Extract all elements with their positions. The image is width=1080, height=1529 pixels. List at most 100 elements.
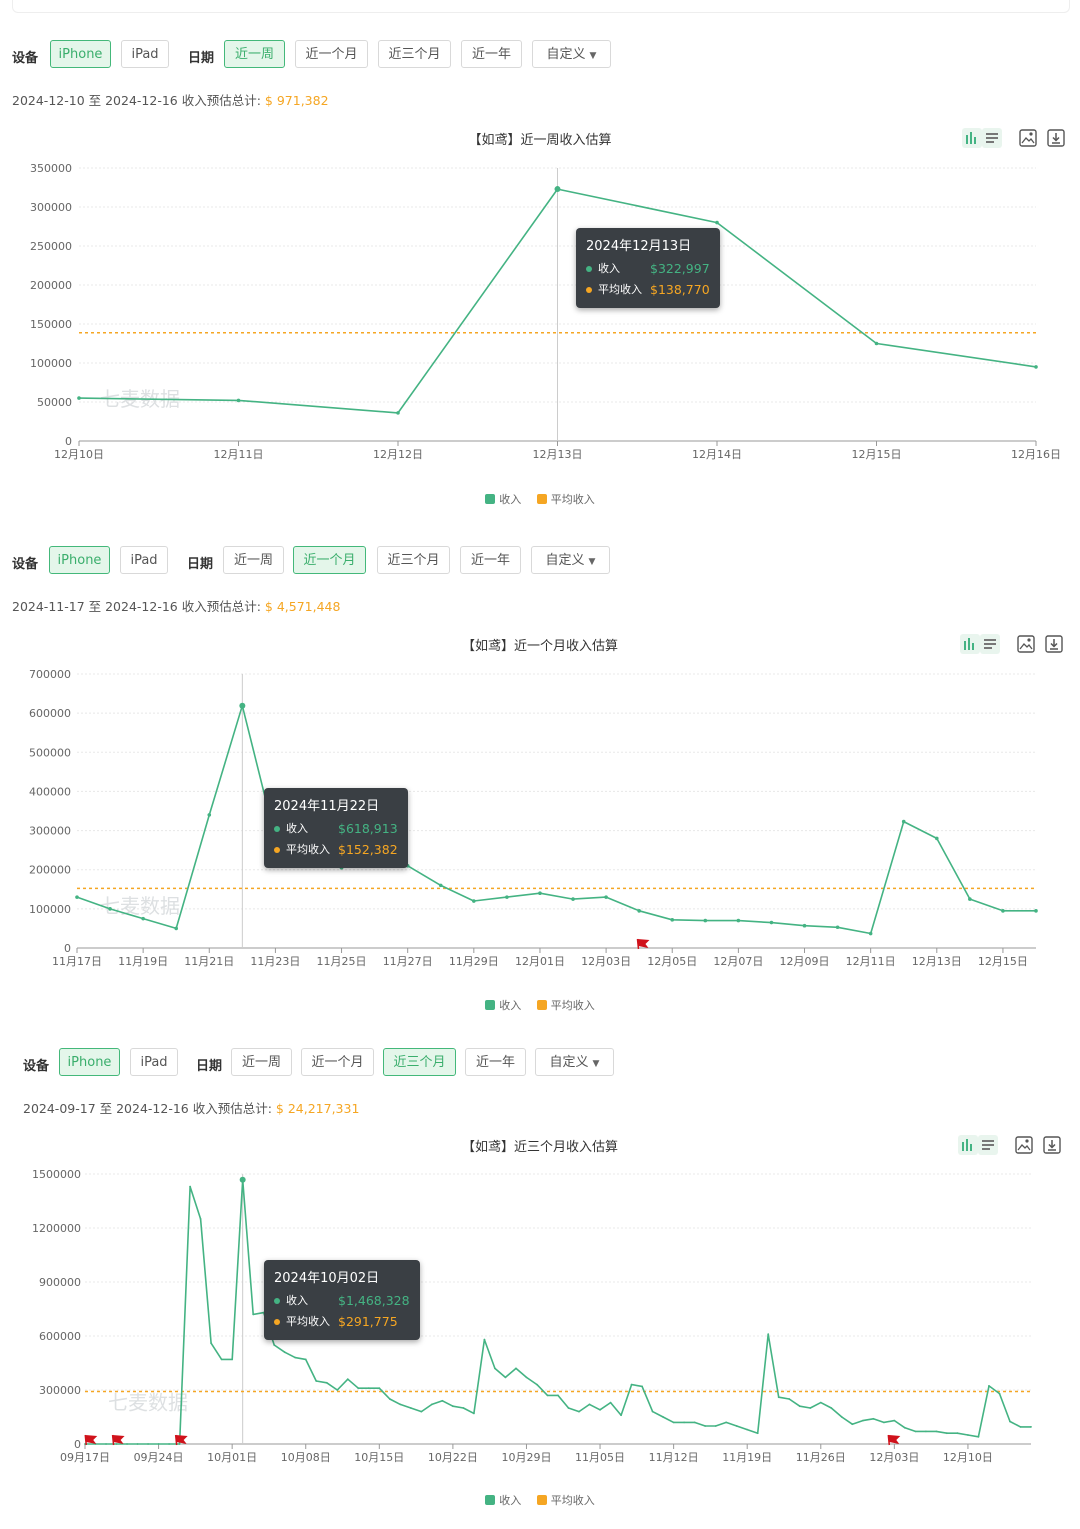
range-month-button[interactable]: 近一个月 xyxy=(293,546,366,574)
revenue-point[interactable] xyxy=(715,220,719,225)
revenue-point[interactable] xyxy=(554,186,561,193)
device-ipad-button[interactable]: iPad xyxy=(121,40,169,68)
revenue-point[interactable] xyxy=(777,1396,780,1399)
revenue-point[interactable] xyxy=(483,1338,486,1341)
revenue-point[interactable] xyxy=(77,396,81,400)
revenue-point[interactable] xyxy=(207,813,212,817)
image-export-icon[interactable] xyxy=(1014,1135,1034,1155)
revenue-point[interactable] xyxy=(536,1383,538,1386)
legend-average[interactable]: 平均收入 xyxy=(536,999,595,1012)
revenue-point[interactable] xyxy=(924,1430,927,1433)
revenue-point[interactable] xyxy=(273,1344,276,1346)
revenue-point[interactable] xyxy=(998,1392,1001,1395)
range-year-button[interactable]: 近一年 xyxy=(465,1048,526,1076)
revenue-point[interactable] xyxy=(893,1419,896,1422)
revenue-point[interactable] xyxy=(388,1398,391,1400)
range-3month-button[interactable]: 近三个月 xyxy=(378,40,451,68)
revenue-point[interactable] xyxy=(672,1421,675,1424)
download-icon[interactable] xyxy=(1044,634,1064,654)
device-iphone-button[interactable]: iPhone xyxy=(49,546,110,574)
revenue-point[interactable] xyxy=(199,1218,202,1220)
revenue-point[interactable] xyxy=(567,1407,570,1409)
revenue-point[interactable] xyxy=(304,1358,307,1361)
revenue-point[interactable] xyxy=(315,1380,318,1382)
revenue-point[interactable] xyxy=(704,1425,707,1427)
image-export-icon[interactable] xyxy=(1016,634,1036,654)
device-ipad-button[interactable]: iPad xyxy=(130,1048,178,1076)
download-icon[interactable] xyxy=(1042,1135,1062,1155)
revenue-point[interactable] xyxy=(788,1398,791,1400)
revenue-point[interactable] xyxy=(168,1443,170,1445)
revenue-point[interactable] xyxy=(703,918,708,923)
revenue-point[interactable] xyxy=(769,920,774,925)
revenue-point[interactable] xyxy=(1034,365,1038,369)
revenue-point[interactable] xyxy=(809,1407,812,1409)
revenue-point[interactable] xyxy=(505,895,509,899)
revenue-point[interactable] xyxy=(802,923,807,928)
range-week-button[interactable]: 近一周 xyxy=(231,1048,292,1076)
revenue-point[interactable] xyxy=(126,1443,128,1445)
revenue-point[interactable] xyxy=(231,1358,234,1361)
revenue-point[interactable] xyxy=(399,1403,402,1406)
revenue-point[interactable] xyxy=(988,1384,990,1387)
revenue-point[interactable] xyxy=(946,1432,948,1435)
revenue-point[interactable] xyxy=(956,1432,959,1435)
revenue-point[interactable] xyxy=(662,1416,665,1418)
legend-average[interactable]: 平均收入 xyxy=(536,1494,595,1507)
revenue-point[interactable] xyxy=(693,1421,696,1424)
range-week-button[interactable]: 近一周 xyxy=(224,40,285,68)
revenue-point[interactable] xyxy=(473,1412,475,1415)
list-view-icon[interactable] xyxy=(978,1135,998,1155)
revenue-point[interactable] xyxy=(819,1401,822,1404)
event-flag-icon[interactable] xyxy=(111,1434,125,1446)
revenue-point[interactable] xyxy=(968,897,972,901)
revenue-point[interactable] xyxy=(441,1399,444,1402)
revenue-point[interactable] xyxy=(367,1387,370,1390)
event-flag-icon[interactable] xyxy=(636,938,650,950)
revenue-point[interactable] xyxy=(830,1407,833,1409)
revenue-point[interactable] xyxy=(756,1432,759,1435)
revenue-point[interactable] xyxy=(420,1410,423,1413)
list-view-icon[interactable] xyxy=(980,634,1000,654)
revenue-point[interactable] xyxy=(236,398,241,403)
download-icon[interactable] xyxy=(1046,128,1066,148)
range-custom-dropdown[interactable]: 自定义 ▼ xyxy=(535,1048,614,1076)
revenue-point[interactable] xyxy=(409,1407,412,1409)
revenue-point[interactable] xyxy=(670,918,675,922)
revenue-point[interactable] xyxy=(136,1443,139,1445)
revenue-point[interactable] xyxy=(147,1443,149,1445)
revenue-point[interactable] xyxy=(977,1435,980,1438)
range-month-button[interactable]: 近一个月 xyxy=(295,40,368,68)
revenue-point[interactable] xyxy=(438,883,443,888)
revenue-point[interactable] xyxy=(157,1443,160,1445)
revenue-point[interactable] xyxy=(174,926,179,931)
bar-chart-icon[interactable] xyxy=(958,1135,978,1155)
legend-revenue[interactable]: 收入 xyxy=(485,1494,521,1507)
revenue-point[interactable] xyxy=(336,1389,339,1391)
range-week-button[interactable]: 近一周 xyxy=(223,546,284,574)
revenue-point[interactable] xyxy=(901,819,906,824)
revenue-point[interactable] xyxy=(914,1430,917,1433)
revenue-point[interactable] xyxy=(798,1405,801,1408)
revenue-point[interactable] xyxy=(189,1185,192,1188)
revenue-point[interactable] xyxy=(239,1176,246,1183)
legend-revenue[interactable]: 收入 xyxy=(485,493,521,506)
event-flag-icon[interactable] xyxy=(174,1434,188,1446)
revenue-point[interactable] xyxy=(346,1378,349,1381)
revenue-point[interactable] xyxy=(840,1416,843,1418)
revenue-point[interactable] xyxy=(725,1421,728,1424)
revenue-point[interactable] xyxy=(1009,1420,1011,1423)
event-flag-icon[interactable] xyxy=(84,1434,98,1446)
revenue-point[interactable] xyxy=(75,895,79,899)
revenue-point[interactable] xyxy=(115,1443,118,1445)
revenue-point[interactable] xyxy=(494,1367,496,1370)
event-flag-icon[interactable] xyxy=(887,1434,901,1446)
revenue-point[interactable] xyxy=(630,1383,633,1386)
revenue-point[interactable] xyxy=(178,1443,181,1445)
revenue-point[interactable] xyxy=(462,1407,465,1409)
revenue-point[interactable] xyxy=(525,1376,528,1379)
legend-average[interactable]: 平均收入 xyxy=(536,493,595,506)
revenue-point[interactable] xyxy=(1034,909,1038,913)
revenue-point[interactable] xyxy=(1019,1426,1022,1428)
revenue-point[interactable] xyxy=(609,1401,612,1404)
